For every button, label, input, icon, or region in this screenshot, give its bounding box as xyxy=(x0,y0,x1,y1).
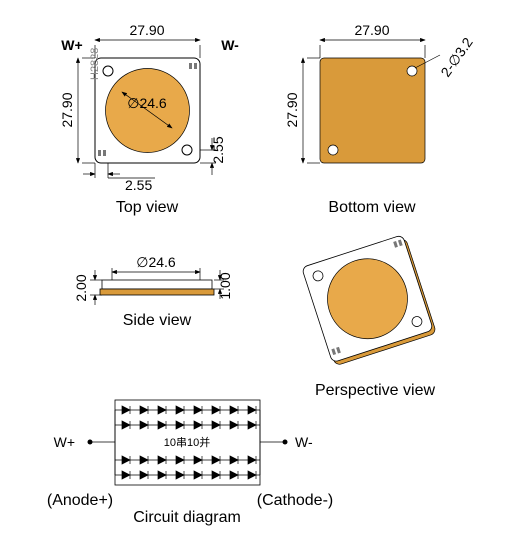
node-right xyxy=(283,440,288,445)
perspective-view-label: Perspective view xyxy=(315,382,435,399)
bottom-hole-bl xyxy=(328,145,338,155)
pad4 xyxy=(194,63,197,69)
side-view-group: 2.00 ∅24.6 1.00 Side view xyxy=(73,254,233,329)
bottom-view-label: Bottom view xyxy=(328,199,416,216)
top-offset-right: 2.55 xyxy=(200,136,226,175)
side-inner-dim: 1.00 xyxy=(214,270,233,300)
wminus-label-top: W- xyxy=(221,37,239,53)
pad1 xyxy=(98,150,101,156)
marking-text: H2828 xyxy=(89,48,101,80)
bottom-width-value: 27.90 xyxy=(354,22,389,38)
top-width-value: 27.90 xyxy=(129,22,164,38)
side-h-value: 2.00 xyxy=(73,274,89,301)
side-dia-value: ∅24.6 xyxy=(136,254,176,270)
node-left xyxy=(88,440,93,445)
side-dia-dim: ∅24.6 xyxy=(112,254,200,280)
wplus-label-top: W+ xyxy=(61,37,82,53)
top-dia-value: ∅24.6 xyxy=(127,95,167,111)
hole-dim-value: 2-∅3.2 xyxy=(437,34,476,79)
bottom-view-group: 27.90 27.90 2-∅3.2 Bottom view xyxy=(284,22,476,216)
bottom-height-dim: 27.90 xyxy=(284,58,320,163)
side-view-label: Side view xyxy=(123,312,192,329)
top-width-dim: 27.90 xyxy=(95,22,200,58)
pad3 xyxy=(189,63,192,69)
circuit-center-text: 10串10并 xyxy=(164,435,210,449)
circuit-wminus: W- xyxy=(295,434,313,450)
circuit-wplus: W+ xyxy=(54,434,75,450)
top-view-group: 27.90 W+ W- 27.90 ∅24.6 H2828 xyxy=(59,22,239,216)
top-view-label: Top view xyxy=(116,199,179,216)
side-top xyxy=(102,280,212,289)
bottom-height-value: 27.90 xyxy=(284,92,300,127)
bottom-width-dim: 27.90 xyxy=(320,22,425,58)
side-base xyxy=(100,289,214,295)
top-offset-right-val: 2.55 xyxy=(210,136,226,163)
perspective-view-group: Perspective view xyxy=(302,234,437,399)
pad2 xyxy=(103,150,106,156)
top-offset-bottom-val: 2.55 xyxy=(125,177,152,193)
side-h-dim: 2.00 xyxy=(73,270,102,305)
cathode-label: (Cathode-) xyxy=(257,492,333,509)
circuit-diagram-label: Circuit diagram xyxy=(133,509,241,526)
circuit-diagram-group: 10串10并 W+ W- (Anode+) (Cathode-) Circuit… xyxy=(47,400,333,526)
anode-label: (Anode+) xyxy=(47,492,113,509)
top-offset-bottom: 2.55 xyxy=(83,163,155,193)
side-inner-value: 1.00 xyxy=(217,272,233,299)
top-height-value: 27.90 xyxy=(59,92,75,127)
